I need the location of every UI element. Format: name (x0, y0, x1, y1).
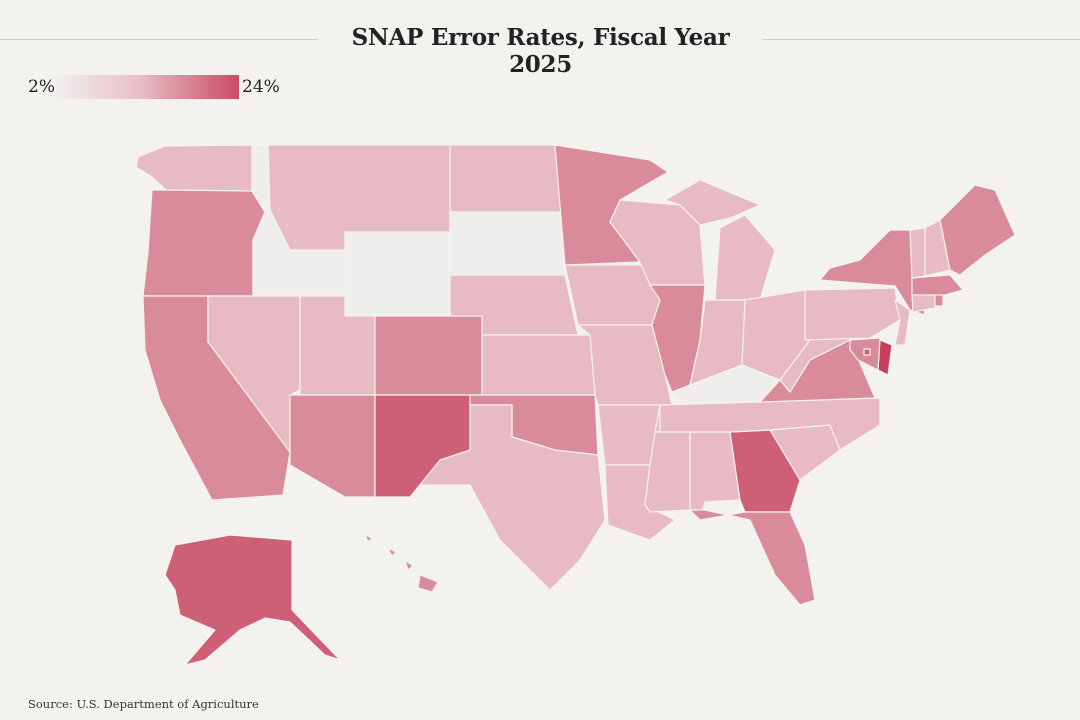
state-north-carolina (659, 397, 881, 451)
map-title: SNAP Error Rates, Fiscal Year 2025 (351, 24, 730, 78)
source-note: Source: U.S. Department of Agriculture (28, 697, 259, 711)
state-michigan (664, 179, 776, 301)
state-alaska (164, 534, 341, 666)
title-rule-left (0, 39, 318, 40)
legend-min-label: 2% (28, 77, 55, 97)
state-hawaii (364, 534, 439, 593)
state-district-of-columbia (863, 348, 871, 356)
state-colorado (374, 315, 483, 396)
state-washington (135, 144, 253, 192)
legend-gradient-bar (56, 75, 239, 99)
state-new-jersey (894, 299, 911, 346)
state-pennsylvania (804, 287, 901, 341)
title-rule-right (763, 39, 1080, 40)
state-north-dakota (449, 144, 563, 213)
state-oregon (142, 189, 266, 297)
state-texas (409, 404, 606, 591)
chart-header: SNAP Error Rates, Fiscal Year 2025 (0, 18, 1080, 78)
state-florida (689, 509, 816, 606)
state-connecticut (911, 292, 936, 313)
state-vermont (909, 227, 926, 279)
state-arizona (289, 394, 376, 498)
legend-max-label: 24% (242, 77, 280, 97)
state-south-dakota (449, 211, 566, 276)
state-wyoming (344, 231, 451, 317)
state-maine (939, 184, 1016, 276)
state-kansas (481, 334, 596, 396)
state-massachusetts (911, 274, 964, 296)
